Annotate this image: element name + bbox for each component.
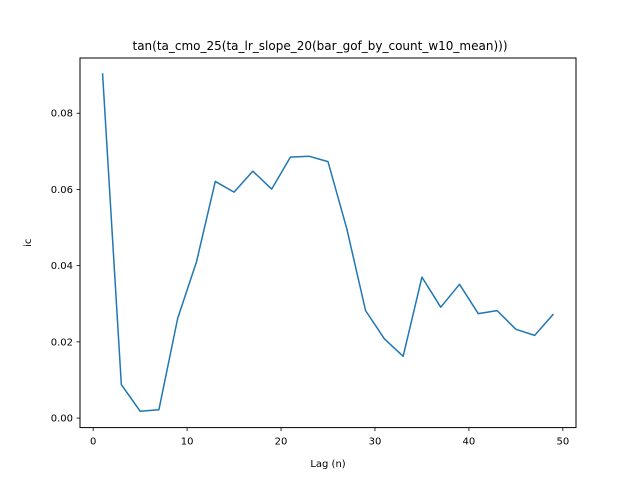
y-tick-label: 0.06 <box>51 185 73 196</box>
x-tick-label: 0 <box>90 437 96 448</box>
x-tick-label: 30 <box>369 437 382 448</box>
y-tick-label: 0.00 <box>51 414 73 425</box>
chart-title: tan(ta_cmo_25(ta_lr_slope_20(bar_gof_by_… <box>132 39 507 53</box>
series-line <box>101 73 555 412</box>
x-axis-label: Lag (n) <box>310 459 345 470</box>
series-layer <box>101 73 555 412</box>
y-tick-label: 0.08 <box>51 109 73 120</box>
y-axis-label: ic <box>23 239 34 247</box>
y-tick-label: 0.02 <box>51 337 73 348</box>
plot-area <box>79 57 577 429</box>
axes-frame <box>79 57 577 429</box>
x-axis: 0 10 20 30 40 50 <box>90 427 569 448</box>
x-tick-label: 50 <box>556 437 569 448</box>
x-tick-label: 10 <box>181 437 194 448</box>
x-tick-label: 20 <box>275 437 288 448</box>
x-tick-label: 40 <box>463 437 476 448</box>
y-axis: 0.00 0.02 0.04 0.06 0.08 <box>51 109 80 425</box>
y-tick-label: 0.04 <box>51 261 73 272</box>
